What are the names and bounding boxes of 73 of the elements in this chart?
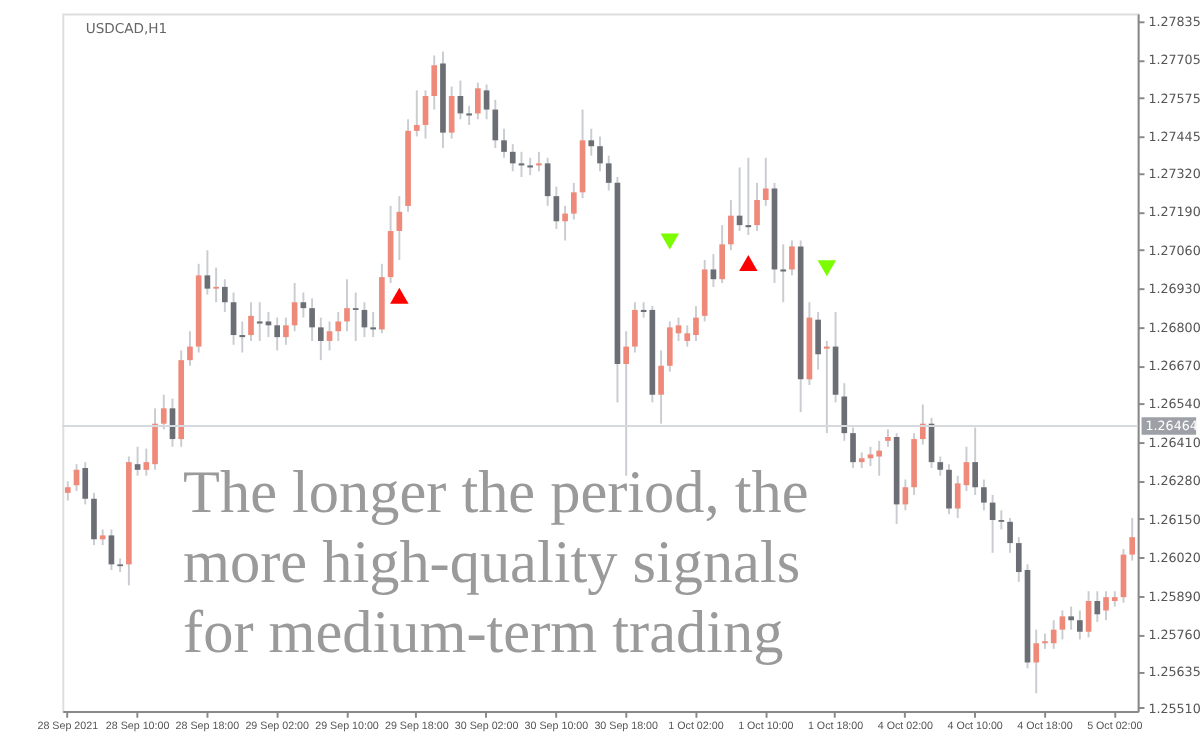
candlestick xyxy=(248,301,254,342)
candlestick xyxy=(326,320,333,352)
candlestick xyxy=(396,195,403,261)
candlestick xyxy=(570,181,577,221)
candlestick xyxy=(64,480,71,502)
candlestick xyxy=(501,127,507,159)
candlestick xyxy=(867,445,874,467)
candlestick xyxy=(1068,605,1074,631)
candlestick xyxy=(466,104,472,126)
candlestick xyxy=(1129,516,1136,562)
candlestick xyxy=(475,81,481,121)
candlestick xyxy=(117,557,123,574)
candlestick xyxy=(222,278,228,313)
candlestick xyxy=(1033,628,1040,695)
candlestick xyxy=(876,439,883,477)
candlestick xyxy=(658,349,664,425)
candlestick xyxy=(684,324,691,348)
candlestick xyxy=(256,301,263,342)
candlestick xyxy=(370,311,376,339)
candlestick xyxy=(1007,516,1013,554)
candlestick xyxy=(789,239,795,277)
candlestick xyxy=(274,316,281,352)
candlestick xyxy=(413,89,420,138)
candlestick xyxy=(632,301,638,354)
candlestick xyxy=(335,311,342,342)
candlestick xyxy=(213,266,219,304)
candlestick xyxy=(745,156,752,236)
candlestick xyxy=(492,98,499,149)
candlestick xyxy=(562,204,568,242)
candlestick xyxy=(850,426,856,470)
candlestick xyxy=(1094,590,1101,623)
candlestick xyxy=(780,243,787,304)
candlestick xyxy=(352,291,359,342)
candlestick xyxy=(824,339,830,435)
candlestick xyxy=(841,382,848,442)
candlestick xyxy=(919,403,926,446)
candlestick xyxy=(1059,609,1066,641)
candlestick xyxy=(719,224,725,285)
candlestick xyxy=(762,156,769,207)
candlestick xyxy=(728,199,734,252)
candlestick xyxy=(344,278,350,333)
candlestick xyxy=(710,253,717,288)
candlestick xyxy=(981,478,987,512)
candlestick xyxy=(946,463,952,516)
candlestick xyxy=(509,143,516,173)
candlestick xyxy=(588,127,595,157)
candlestick xyxy=(431,54,438,111)
candlestick xyxy=(91,491,97,547)
candlestick xyxy=(265,311,272,339)
candlestick xyxy=(666,320,673,373)
candlestick xyxy=(187,330,193,367)
candlestick xyxy=(160,393,167,431)
candlestick xyxy=(972,426,978,496)
candlestick xyxy=(134,445,141,477)
candlestick xyxy=(536,150,542,173)
candlestick xyxy=(815,311,821,371)
candlestick xyxy=(754,181,760,233)
candlestick xyxy=(317,316,324,362)
annotation: The longer the period, the more high-quality signals for medium-term trading xyxy=(183,458,809,667)
candlestick xyxy=(937,455,944,477)
candlestick xyxy=(998,509,1005,531)
candlestick xyxy=(448,85,455,140)
candlestick xyxy=(701,259,708,323)
candlestick xyxy=(283,316,289,346)
candlestick xyxy=(1077,609,1083,641)
candlestick xyxy=(204,249,211,296)
candlestick xyxy=(1050,619,1057,650)
candlestick xyxy=(597,135,603,173)
candlestick xyxy=(82,461,89,506)
candlestick xyxy=(605,154,612,192)
candlestick xyxy=(483,83,490,121)
candlestick xyxy=(309,297,315,342)
candlestick xyxy=(239,320,246,354)
